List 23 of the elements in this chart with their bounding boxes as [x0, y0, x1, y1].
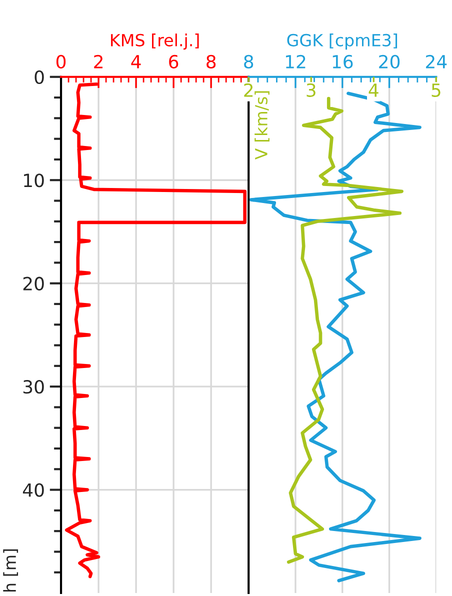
x-tick-label: 8	[206, 54, 216, 69]
x-tick-label: 16	[332, 54, 353, 69]
x-tick-label: 2	[94, 54, 102, 68]
x-tick-label: 4	[131, 55, 141, 68]
x2-tick-label: 4	[368, 84, 378, 97]
y-tick-label: 0	[34, 70, 44, 84]
x2-tick-label: 3	[306, 83, 316, 97]
x-tick-label: 6	[169, 54, 178, 69]
x-tick-label: 12	[286, 54, 306, 68]
y-tick-label: 40	[22, 483, 44, 497]
x-tick-label: 20	[379, 54, 400, 69]
x-axis-title: KMS [rel.j.]	[111, 34, 199, 50]
x2-axis-title: V [km/s]	[254, 91, 270, 160]
x2-tick-label: 2	[244, 83, 253, 97]
x-tick-label: 24	[426, 54, 447, 68]
x2-tick-label: 5	[432, 84, 440, 97]
y-axis-title: h [m]	[3, 549, 18, 592]
y-tick-label: 30	[23, 380, 44, 394]
x-tick-label: 8	[244, 54, 254, 69]
y-tick-label: 20	[23, 276, 44, 290]
y-tick-label: 10	[24, 174, 44, 188]
x-axis-title: GGK [cpmE3]	[287, 34, 398, 50]
x-tick-label: 0	[56, 54, 66, 69]
